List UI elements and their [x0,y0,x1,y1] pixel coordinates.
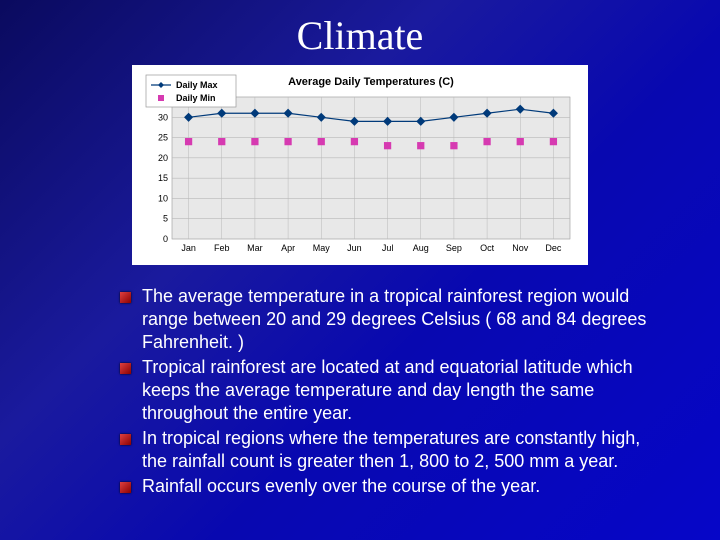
svg-text:Nov: Nov [512,243,529,253]
svg-text:0: 0 [163,234,168,244]
svg-text:May: May [313,243,331,253]
svg-text:Daily Max: Daily Max [176,80,218,90]
svg-text:Apr: Apr [281,243,295,253]
svg-text:5: 5 [163,214,168,224]
bullet-item: In tropical regions where the temperatur… [120,427,660,473]
svg-text:Feb: Feb [214,243,230,253]
svg-text:10: 10 [158,193,168,203]
svg-text:Jul: Jul [382,243,394,253]
svg-text:25: 25 [158,133,168,143]
svg-text:15: 15 [158,173,168,183]
svg-text:Sep: Sep [446,243,462,253]
svg-text:20: 20 [158,153,168,163]
svg-text:Aug: Aug [413,243,429,253]
svg-text:Oct: Oct [480,243,495,253]
svg-text:Jan: Jan [181,243,196,253]
temperature-chart: 05101520253035JanFebMarAprMayJunJulAugSe… [140,71,580,261]
svg-text:30: 30 [158,112,168,122]
bullet-item: Rainfall occurs evenly over the course o… [120,475,660,498]
svg-text:Dec: Dec [545,243,562,253]
svg-text:Mar: Mar [247,243,263,253]
bullet-list: The average temperature in a tropical ra… [80,285,660,498]
svg-text:Jun: Jun [347,243,362,253]
bullet-item: The average temperature in a tropical ra… [120,285,660,354]
svg-text:Daily Min: Daily Min [176,93,216,103]
page-title: Climate [0,12,720,59]
chart-container: 05101520253035JanFebMarAprMayJunJulAugSe… [132,65,588,265]
svg-text:Average Daily Temperatures (C): Average Daily Temperatures (C) [288,76,454,88]
bullet-item: Tropical rainforest are located at and e… [120,356,660,425]
